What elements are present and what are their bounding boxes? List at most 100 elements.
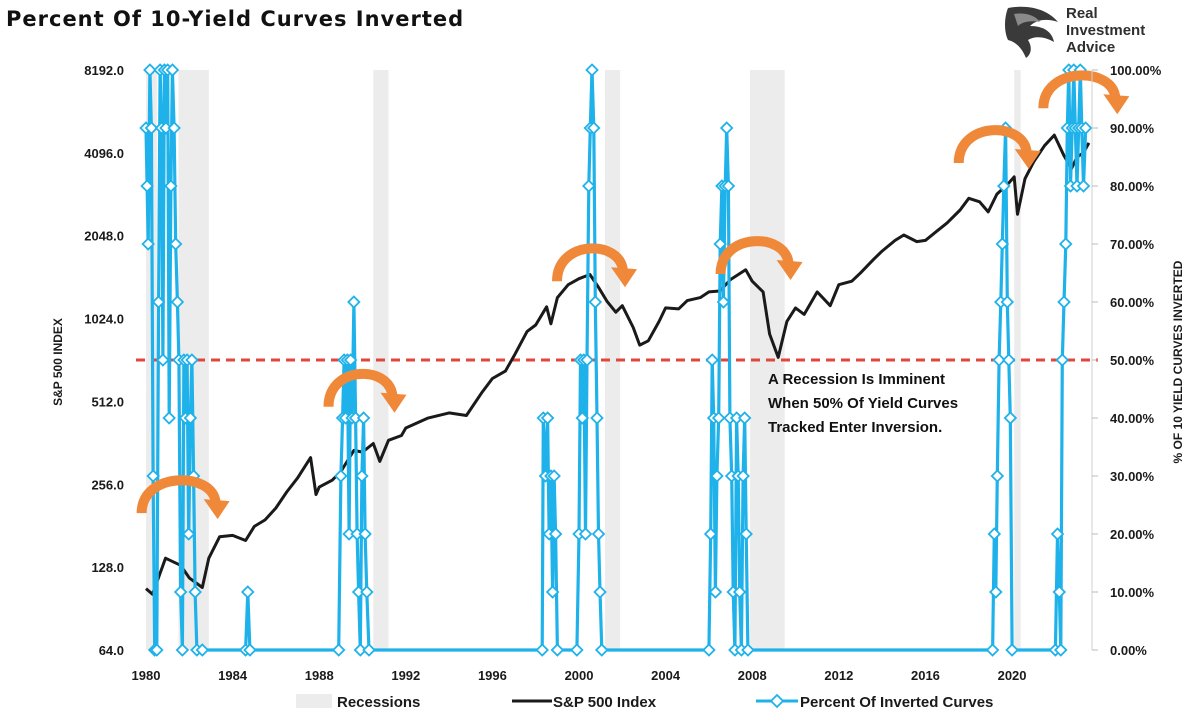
inverted-curves-point [1053, 643, 1068, 657]
right-tick-label: 40.00% [1110, 411, 1155, 426]
inverted-curves-point [343, 353, 358, 367]
inverted-curves-point [593, 585, 607, 599]
inverted-curves-point [1052, 585, 1067, 599]
inverted-curves-point [165, 63, 180, 77]
left-tick-label: 512.0 [91, 394, 124, 409]
right-tick-label: 0.00% [1110, 643, 1147, 658]
inverted-curves-point [358, 527, 372, 541]
curved-arrow [715, 236, 794, 275]
right-axis-ticks: 100.00% 90.00% 80.00% 70.00% 60.00% 50.00% 40.… [1091, 63, 1162, 658]
inverted-curves-point [702, 643, 716, 657]
inverted-curves-point [1050, 527, 1065, 541]
inverted-curves-point [713, 237, 727, 251]
inverted-curves-point [162, 411, 176, 425]
curved-arrow [552, 243, 629, 282]
inverted-curves-point [140, 179, 154, 193]
x-tick-label: 1996 [478, 668, 507, 683]
inverted-curves-point [181, 527, 196, 541]
x-tick-label: 1980 [132, 668, 161, 683]
legend-label-sp500: S&P 500 Index [553, 694, 657, 711]
inverted-curves-point [144, 121, 159, 135]
x-tick-label: 2020 [998, 668, 1027, 683]
brand-logo: Real Investment Advice [1005, 5, 1145, 58]
inverted-curves-point [146, 469, 160, 483]
inverted-curves-point [1076, 179, 1091, 193]
inverted-curves-point [1058, 237, 1073, 251]
left-tick-label: 256.0 [91, 477, 124, 492]
x-tick-label: 1984 [218, 668, 248, 683]
right-tick-label: 90.00% [1110, 121, 1155, 136]
inverted-curves-point [156, 353, 170, 367]
inverted-curves-point [362, 643, 376, 657]
eagle-logo-icon [1005, 6, 1058, 58]
inverted-curves-point [185, 353, 199, 367]
inverted-curves-point [1003, 411, 1018, 425]
right-tick-label: 80.00% [1110, 179, 1155, 194]
inverted-curves-point [708, 585, 723, 599]
inverted-curves-point [168, 237, 183, 251]
legend-label-inverted: Percent Of Inverted Curves [800, 694, 993, 711]
curved-arrow-head [203, 499, 230, 520]
legend: Recessions S&P 500 Index Percent Of Inve… [296, 693, 993, 711]
sp500-series [145, 133, 1091, 596]
inverted-curves-point [719, 121, 734, 135]
inverted-curves-point [585, 63, 599, 77]
brand-line-1: Real [1066, 5, 1098, 22]
inverted-curves-point [188, 585, 202, 599]
inverted-curves-point [992, 353, 1006, 367]
inverted-curves-point [175, 643, 190, 657]
x-axis-ticks: 1980 1984 1988 1992 1996 2000 2004 2008 2012 2016… [132, 668, 1027, 683]
inverted-curves-point [173, 585, 188, 599]
x-tick-label: 2016 [911, 668, 940, 683]
inverted-curves-point [736, 469, 750, 483]
inverted-curves-point [590, 411, 604, 425]
annotation: A Recession Is Imminent When 50% Of Yiel… [768, 371, 958, 436]
left-tick-label: 4096.0 [84, 146, 124, 161]
x-tick-label: 1992 [391, 668, 420, 683]
left-tick-label: 64.0 [99, 643, 124, 658]
inverted-curves-point [331, 643, 346, 657]
inverted-curves-point [588, 295, 603, 309]
annotation-line-1: A Recession Is Imminent [768, 371, 945, 388]
inverted-curves-point [183, 411, 198, 425]
curved-arrow [323, 368, 398, 408]
x-tick-label: 2012 [824, 668, 853, 683]
inverted-curves-point [737, 411, 752, 425]
brand-line-2: Investment [1066, 22, 1145, 39]
inverted-curves-point [334, 469, 348, 483]
left-tick-label: 8192.0 [84, 63, 124, 78]
inverted-curves-point [170, 295, 185, 309]
sp500-line [145, 133, 1091, 596]
x-tick-label: 2008 [738, 668, 767, 683]
x-tick-label: 1988 [305, 668, 334, 683]
inverted-curves-point [167, 121, 181, 135]
inverted-curves-point [721, 179, 736, 193]
inverted-curves-point [581, 179, 596, 193]
inverted-curves-point [164, 179, 178, 193]
legend-swatch-recessions [296, 694, 332, 708]
brand-line-3: Advice [1066, 39, 1115, 56]
annotation-line-3: Tracked Enter Inversion. [768, 419, 942, 436]
right-tick-label: 10.00% [1110, 585, 1155, 600]
left-tick-label: 1024.0 [84, 312, 124, 327]
curved-arrow [1038, 70, 1121, 109]
inverted-curves-point [240, 585, 255, 599]
curved-arrow [136, 475, 221, 514]
inverted-curves-point [580, 353, 594, 367]
left-tick-label: 2048.0 [84, 229, 124, 244]
inverted-curves-point [710, 469, 724, 483]
inverted-curves-point [243, 643, 257, 657]
inverted-curves-point [1078, 121, 1093, 135]
inverted-curves-point [353, 643, 368, 657]
inverted-curves-point [1000, 295, 1015, 309]
right-tick-label: 60.00% [1110, 295, 1155, 310]
inverted-curves-point [570, 643, 584, 657]
inverted-curves-point [1055, 353, 1070, 367]
chart-title: Percent Of 10-Yield Curves Inverted [6, 7, 464, 31]
x-tick-label: 2000 [565, 668, 594, 683]
right-tick-label: 50.00% [1110, 353, 1155, 368]
inverted-curves-point [591, 527, 606, 541]
inverted-curves-point [540, 411, 555, 425]
inverted-curves-point [1057, 295, 1071, 309]
recession-band [1014, 70, 1021, 650]
